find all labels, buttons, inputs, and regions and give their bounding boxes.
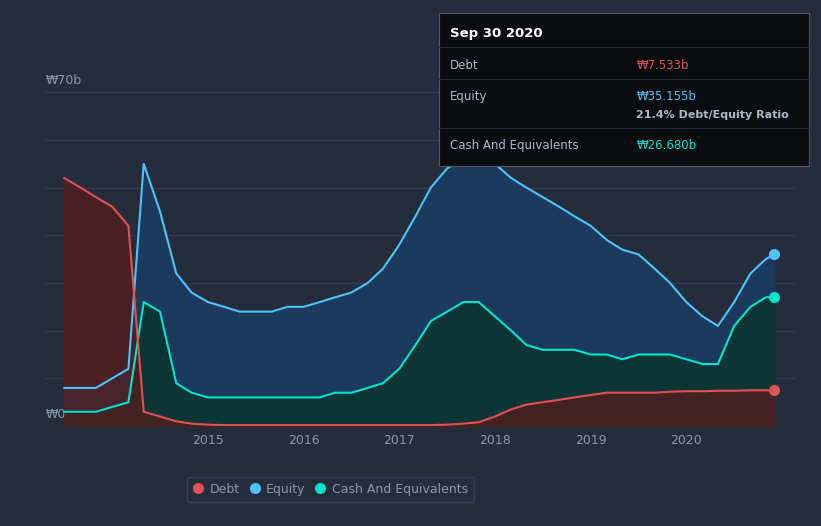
Text: ₩7.533b: ₩7.533b (636, 59, 689, 72)
Text: Equity: Equity (450, 90, 488, 103)
Text: Sep 30 2020: Sep 30 2020 (450, 27, 543, 39)
Text: ₩35.155b: ₩35.155b (636, 90, 696, 103)
Legend: Debt, Equity, Cash And Equivalents: Debt, Equity, Cash And Equivalents (187, 477, 474, 502)
Text: Cash And Equivalents: Cash And Equivalents (450, 139, 579, 152)
Text: ₩70b: ₩70b (45, 75, 81, 87)
Text: ₩0: ₩0 (45, 408, 66, 421)
Text: ₩26.680b: ₩26.680b (636, 139, 696, 152)
Text: 21.4% Debt/Equity Ratio: 21.4% Debt/Equity Ratio (636, 110, 789, 120)
Text: Debt: Debt (450, 59, 479, 72)
